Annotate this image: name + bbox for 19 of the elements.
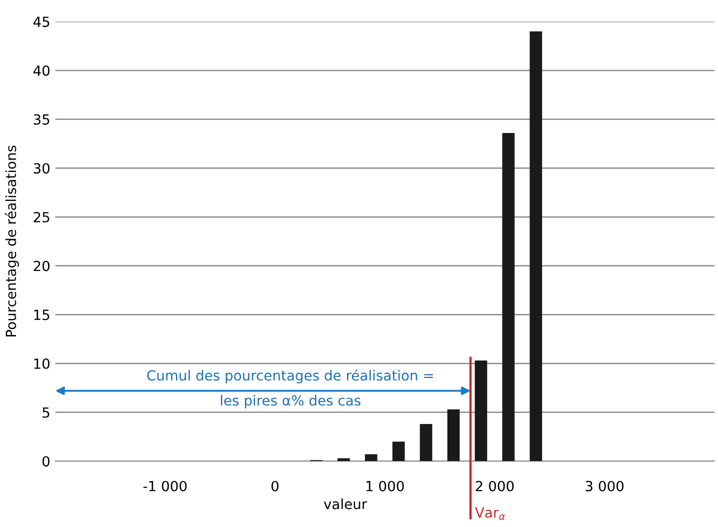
y-tick-label: 35 (34, 114, 50, 125)
x-tick-label: 2 000 (476, 480, 514, 492)
y-tick-label: 20 (34, 260, 50, 272)
x-tick-label: 3 000 (586, 480, 624, 492)
y-tick-label: 15 (34, 310, 50, 320)
y-tick-label: 10 (34, 358, 50, 369)
y-tick-label: 5 (42, 407, 50, 418)
y-tick-label: 40 (33, 65, 50, 76)
y-tick-label: 30 (34, 163, 50, 174)
annotation: Cumul des pourcentages de réalisation = les pires α% des cas (147, 369, 433, 408)
x-tick-label: 0 (271, 480, 278, 492)
y-axis-title: Pourcentage de réalisations (4, 146, 19, 336)
y-tick-label: 45 (33, 16, 50, 28)
y-tick-label: 0 (42, 456, 50, 467)
x-axis-title: valeur (324, 498, 368, 510)
x-tick-label: 1 000 (366, 480, 404, 492)
x-tick-label: -1 000 (143, 480, 187, 492)
ref-line-label: Var$_{α}$ (475, 507, 506, 520)
y-tick-label: 25 (34, 212, 50, 222)
